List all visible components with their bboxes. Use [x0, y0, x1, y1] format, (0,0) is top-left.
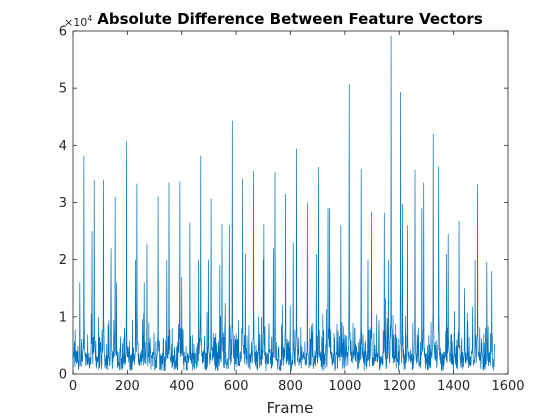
- x-tick-label: 200: [115, 379, 140, 394]
- y-tick-label: 4: [59, 139, 67, 154]
- y-tick-label: 6: [59, 25, 67, 40]
- y-tick-label: 0: [59, 368, 67, 383]
- x-tick-label: 800: [278, 379, 303, 394]
- x-tick-label: 1600: [491, 379, 524, 394]
- y-tick-label: 3: [59, 196, 67, 211]
- x-tick-label: 1000: [328, 379, 361, 394]
- x-axis-label: Frame: [267, 399, 314, 417]
- x-tick-label: 1200: [383, 379, 416, 394]
- y-exponent-label: ×104: [64, 14, 92, 29]
- x-tick-label: 400: [169, 379, 194, 394]
- x-tick-label: 600: [224, 379, 249, 394]
- x-tick-label: 0: [69, 379, 77, 394]
- y-tick-label: 5: [59, 82, 67, 97]
- y-tick-label: 2: [59, 253, 67, 268]
- y-tick-label: 1: [59, 310, 67, 325]
- data-series-line: [72, 35, 495, 372]
- chart-title: Absolute Difference Between Feature Vect…: [97, 10, 483, 28]
- x-tick-label: 1400: [437, 379, 470, 394]
